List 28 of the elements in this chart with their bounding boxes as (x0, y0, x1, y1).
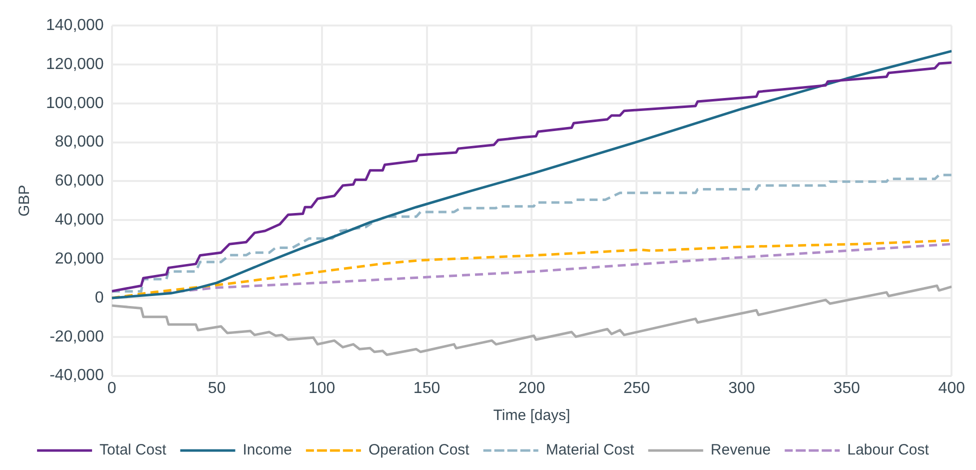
legend-label: Income (242, 442, 292, 459)
line-series (112, 174, 952, 293)
x-tick-label: 250 (623, 380, 650, 397)
y-tick-label: 140,000 (46, 17, 104, 34)
y-tick-label: 100,000 (46, 94, 104, 112)
x-axis-title: Time [days] (493, 407, 570, 424)
y-axis-title: GBP (16, 184, 34, 217)
x-tick-label: 150 (413, 380, 440, 397)
x-tick-label: 50 (208, 380, 226, 397)
legend-label: Labour Cost (847, 442, 930, 459)
y-tick-label: 60,000 (54, 172, 104, 190)
x-tick-label: 100 (308, 380, 336, 397)
y-tick-label: 120,000 (46, 56, 104, 73)
y-tick-label: -40,000 (50, 367, 104, 384)
legend-label: Operation Cost (368, 442, 470, 459)
legend-label: Total Cost (100, 442, 168, 459)
x-tick-label: 350 (833, 380, 860, 397)
legend-label: Material Cost (546, 442, 636, 459)
x-tick-label: 200 (518, 380, 546, 397)
y-tick-label: 80,000 (54, 134, 104, 151)
x-tick-label: 400 (938, 380, 966, 397)
y-tick-label: 40,000 (54, 212, 104, 229)
y-tick-label: 20,000 (54, 250, 104, 268)
y-tick-label: 0 (94, 289, 104, 306)
legend-label: Revenue (710, 442, 771, 459)
x-tick-label: 300 (728, 380, 756, 397)
x-tick-label: 0 (107, 380, 116, 397)
y-tick-label: -20,000 (50, 328, 104, 346)
